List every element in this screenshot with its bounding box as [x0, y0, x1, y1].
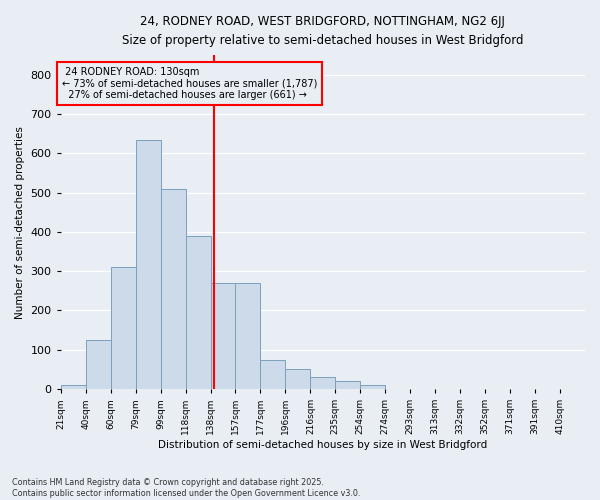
Bar: [211, 283, 235, 389]
Title: 24, RODNEY ROAD, WEST BRIDGFORD, NOTTINGHAM, NG2 6JJ
Size of property relative t: 24, RODNEY ROAD, WEST BRIDGFORD, NOTTING…: [122, 15, 524, 47]
Bar: [161, 188, 185, 389]
Bar: [361, 385, 385, 389]
Bar: [235, 283, 260, 389]
Bar: [185, 236, 211, 389]
Bar: [61, 385, 86, 389]
X-axis label: Distribution of semi-detached houses by size in West Bridgford: Distribution of semi-detached houses by …: [158, 440, 487, 450]
Text: 24 RODNEY ROAD: 130sqm
← 73% of semi-detached houses are smaller (1,787)
  27% o: 24 RODNEY ROAD: 130sqm ← 73% of semi-det…: [62, 67, 317, 100]
Bar: [310, 378, 335, 389]
Bar: [260, 360, 286, 389]
Bar: [335, 381, 361, 389]
Bar: [86, 340, 110, 389]
Bar: [110, 268, 136, 389]
Bar: [136, 140, 161, 389]
Text: Contains HM Land Registry data © Crown copyright and database right 2025.
Contai: Contains HM Land Registry data © Crown c…: [12, 478, 361, 498]
Bar: [286, 370, 310, 389]
Y-axis label: Number of semi-detached properties: Number of semi-detached properties: [15, 126, 25, 318]
